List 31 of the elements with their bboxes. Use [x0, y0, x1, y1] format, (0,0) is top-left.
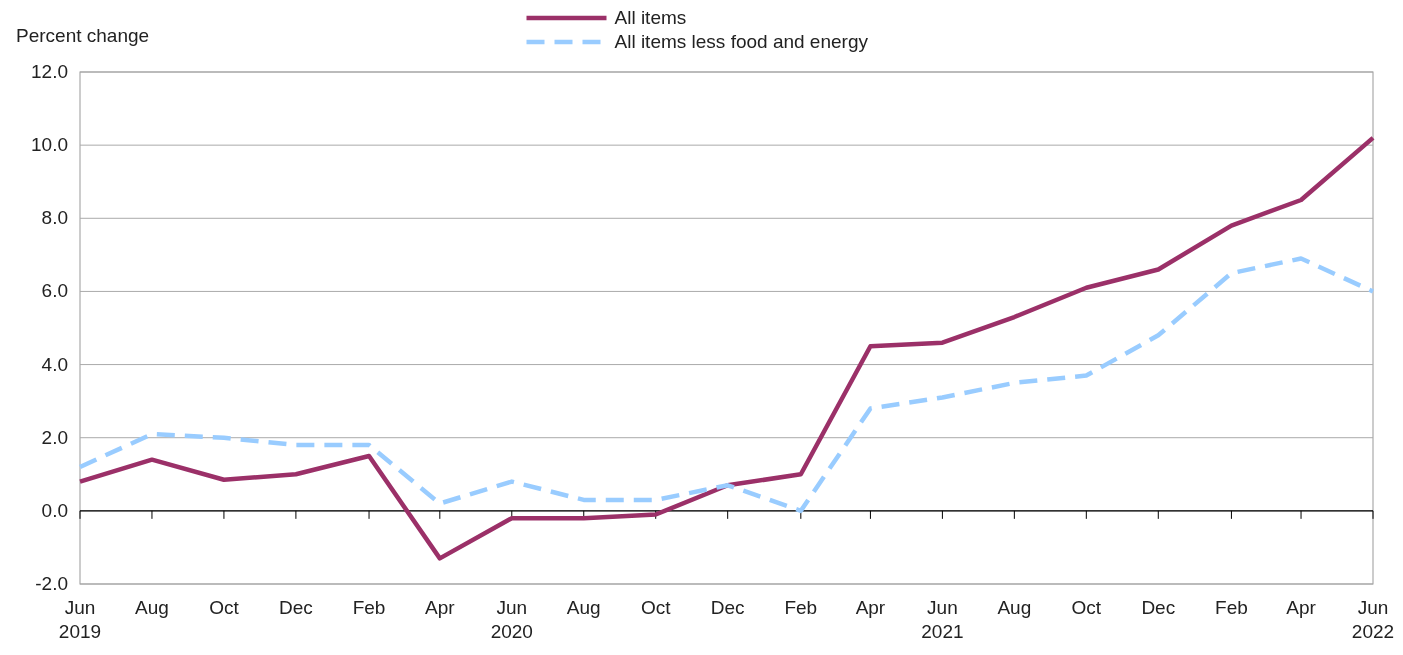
- x-tick-label: Apr: [425, 597, 456, 618]
- y-tick-label: -2.0: [35, 573, 68, 594]
- x-tick-label: Jun 2020: [490, 597, 533, 642]
- x-tick-label: Aug: [135, 597, 169, 618]
- x-tick-label: Oct: [640, 597, 672, 618]
- line-series: [77, 135, 1376, 561]
- y-tick-label: 0.0: [41, 499, 68, 521]
- x-tick-label: Feb: [1215, 597, 1248, 618]
- x-tick-label: Jun 2021: [921, 597, 964, 642]
- x-tick-label: Oct: [1071, 597, 1102, 618]
- x-tick-label: Dec: [710, 597, 745, 618]
- y-tick-label: 10.0: [31, 134, 68, 156]
- y-tick-label: 6.0: [41, 280, 68, 302]
- x-tick-label: Apr: [855, 597, 886, 618]
- x-tick-label: Oct: [209, 597, 240, 618]
- legend-label: All items less food and energy: [614, 31, 869, 52]
- y-tick-label: 12.0: [31, 61, 68, 82]
- x-tick-label: Jun 2019: [58, 597, 102, 642]
- legend-label: All items: [614, 7, 687, 28]
- x-tick-label: Feb: [784, 597, 818, 618]
- y-tick-label: 8.0: [41, 207, 68, 229]
- x-tick-label: Aug: [997, 597, 1032, 618]
- y-tick-label: 4.0: [41, 353, 68, 375]
- x-tick-label: Aug: [566, 597, 601, 618]
- x-tick-label: Feb: [352, 597, 386, 618]
- x-tick-label: Dec: [278, 597, 313, 618]
- x-tick-label: Dec: [1141, 597, 1176, 618]
- x-tick-label: Jun 2022: [1351, 597, 1395, 642]
- y-tick-label: 2.0: [41, 426, 68, 448]
- x-tick-label: Apr: [1286, 597, 1317, 618]
- y-axis-title: Percent change: [16, 25, 150, 46]
